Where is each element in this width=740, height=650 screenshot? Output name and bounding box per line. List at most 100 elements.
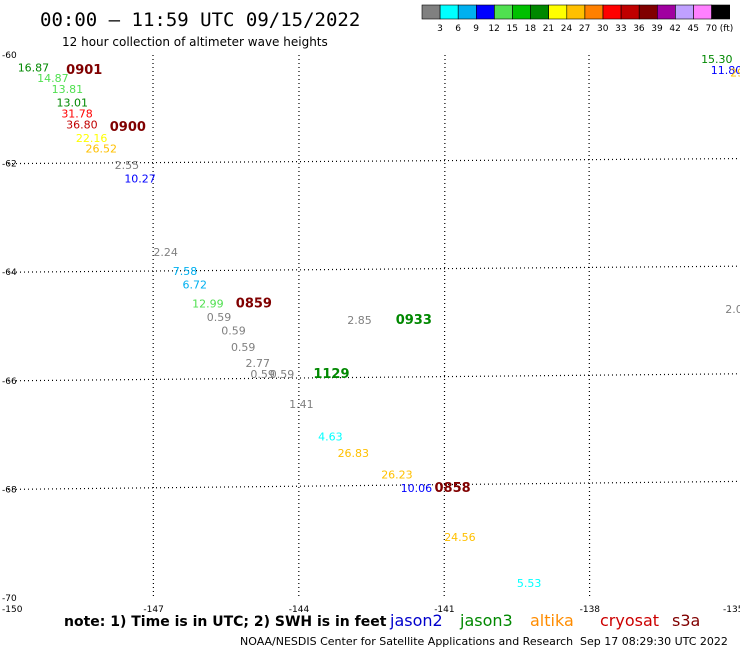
colorbar-swatch [656,4,676,20]
swh-point-label: 0.59 [207,311,232,324]
pass-time-label: 1129 [313,367,349,382]
pass-time-label: 0858 [435,481,471,496]
legend-cryosat: cryosat [600,611,659,630]
swh-point-label: 0.59 [231,341,256,354]
colorbar-label: 42 [669,24,680,34]
colorbar-label: 27 [579,24,590,34]
swh-point-label: 2.03 [725,303,740,316]
colorbar-label: 12 [488,24,499,34]
pass-time-label: 0901 [66,63,102,78]
colorbar-swatch [584,4,604,20]
x-tick-label: -138 [580,605,601,615]
colorbar-swatch [548,4,568,20]
y-tick-label: -64 [2,268,17,278]
swh-point-label: 12.99 [192,297,224,310]
colorbar-label: 45 [688,24,699,34]
plot-grid [7,54,739,599]
colorbar-unit: (ft) [720,24,734,34]
legend-altika: altika [530,611,574,630]
pass-time-label: 0900 [110,120,146,135]
swh-point-label: 6.72 [182,278,207,291]
colorbar-swatch [566,4,586,20]
axis-ticks: -60 -62 -64 -66 -68 -70-150 -147 -144 -141 -138 -1… [2,51,740,615]
swh-point-label: 5.53 [517,577,542,590]
plot-points: 16.8714.8713.8113.0131.7836.8022.1626.52… [18,53,740,590]
chart-subtitle: 12 hour collection of altimeter wave hei… [62,35,328,49]
swh-point-label: 13.81 [52,83,83,96]
swh-point-label: 26.83 [338,447,370,460]
x-tick-label: -150 [2,605,23,615]
colorbar-swatch [675,4,694,20]
swh-point-label: 24.56 [444,531,476,544]
swh-point-label: 0.59 [270,368,295,381]
colorbar-swatch [638,4,658,20]
colorbar-swatch [530,4,549,20]
swh-point-label: 13.01 [56,97,88,110]
colorbar-swatch [512,4,531,20]
grid-parallel [7,373,739,382]
colorbar-legend: 3 6 9 12 15 18 21 24 27 30 33 36 39 42 45 70 (ft) [421,4,734,34]
credit-line: NOAA/NESDIS Center for Satellite Applica… [240,635,573,648]
swh-point-label: 2.85 [347,314,372,327]
swh-point-label: 10.27 [124,173,156,186]
x-tick-label: -144 [289,605,310,615]
y-tick-label: -66 [2,377,17,387]
colorbar-label: 70 [706,24,718,34]
footnote: note: 1) Time is in UTC; 2) SWH is in fe… [64,614,387,630]
swh-point-label: 14.87 [37,72,69,85]
colorbar-swatch [494,4,513,20]
swh-point-label: 36.80 [66,118,98,131]
colorbar-swatch [475,4,495,20]
colorbar-swatch [711,4,730,20]
pass-time-label: 0933 [396,313,432,328]
pass-time-label: 0859 [236,296,272,311]
y-tick-label: -70 [2,594,17,604]
x-tick-label: -141 [434,605,454,615]
colorbar-label: 15 [507,24,518,34]
colorbar-label: 33 [615,24,626,34]
colorbar-label: 36 [633,24,645,34]
swh-point-label: 4.63 [318,431,343,444]
swh-point-label: 2.55 [115,159,140,172]
grid-parallel [7,265,739,273]
colorbar-swatch [421,4,441,20]
colorbar-label: 18 [525,24,537,34]
colorbar-swatch [620,4,640,20]
grid-meridian [443,54,446,599]
swh-point-label: 26.52 [86,143,118,156]
swh-point-label: 11.80 [711,64,740,77]
swh-point-label: 22.16 [76,132,108,145]
legend-s3a: s3a [672,611,700,630]
swh-point-label: 0.59 [221,325,246,338]
colorbar-label: 30 [597,24,609,34]
y-tick-label: -62 [2,160,17,170]
x-tick-label: -135 [723,605,740,615]
x-tick-label: -147 [143,605,163,615]
colorbar-swatch [602,4,622,20]
y-tick-label: -68 [2,485,17,495]
satellite-legend: jason2 jason3 altika cryosat s3a [389,611,700,630]
swh-point-label: 0.59 [250,368,274,381]
timestamp: Sep 17 08:29:30 UTC 2022 [580,635,728,648]
legend-jason2: jason2 [389,611,443,630]
chart-title: 00:00 — 11:59 UTC 09/15/2022 [40,9,360,31]
swh-point-label: 16.87 [18,61,50,74]
swh-point-label: 2.77 [245,357,270,370]
swh-point-label: 10.06 [401,482,433,495]
swh-point-label: 31.78 [61,107,93,120]
grid-parallel [7,158,739,165]
swh-point-label: 15.30 [701,53,733,66]
colorbar-label: 3 [437,24,443,34]
swh-point-label: 7.58 [173,265,198,278]
grid-parallel [7,480,739,490]
swh-point-label: 26.23 [381,469,413,482]
colorbar-label: 9 [473,24,479,34]
y-tick-label: -60 [2,51,17,61]
colorbar-swatch [457,4,477,20]
colorbar-label: 24 [561,24,573,34]
colorbar-label: 21 [543,24,554,34]
swh-point-label: 29.57 [730,67,740,80]
legend-jason3: jason3 [459,611,513,630]
colorbar-swatch [439,4,459,20]
